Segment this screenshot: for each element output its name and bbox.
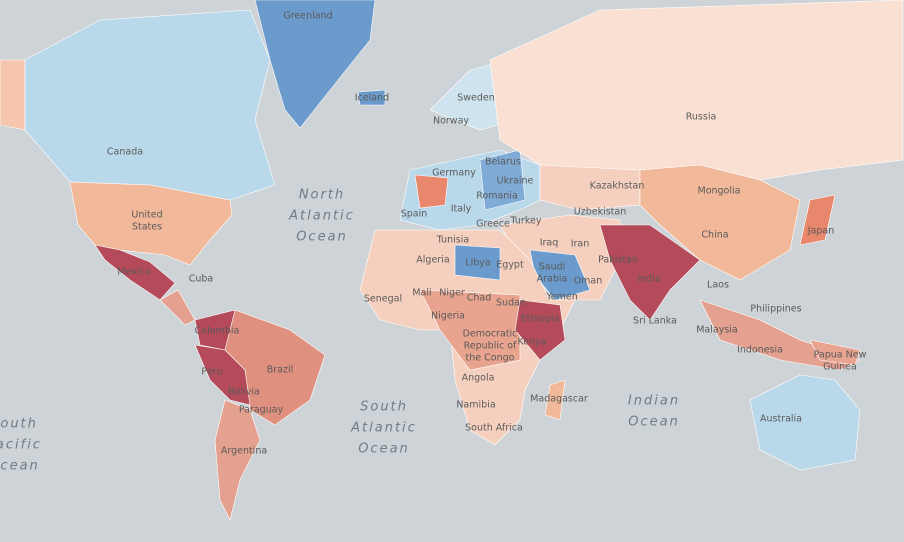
country-label: Australia — [760, 414, 802, 425]
country-label: Romania — [476, 191, 518, 202]
country-label: Iran — [571, 239, 590, 250]
country-label: Belarus — [485, 157, 521, 168]
japan — [799, 194, 836, 246]
iceland — [357, 89, 386, 106]
country-label: Malaysia — [696, 325, 738, 336]
country-label: Ethiopia — [521, 314, 560, 325]
india-pakistan — [599, 224, 701, 321]
ocean-label: Atlantic — [350, 421, 417, 436]
country-label: Senegal — [364, 294, 402, 305]
madagascar — [544, 379, 566, 421]
china — [639, 164, 801, 281]
country-label: Republic of — [464, 341, 517, 352]
country-label: Spain — [401, 209, 428, 220]
central-asia — [539, 164, 641, 211]
country-label: India — [637, 274, 660, 285]
australia — [749, 374, 861, 471]
alaska — [0, 59, 26, 131]
country-label: Tunisia — [436, 235, 469, 246]
country-label: Laos — [707, 280, 729, 291]
country-label: Uzbekistan — [574, 207, 626, 218]
country-label: Democratic — [463, 329, 518, 340]
ocean-label: Ocean — [358, 442, 410, 457]
ocean-label: South — [360, 400, 408, 415]
country-label: Yemen — [545, 292, 578, 303]
country-label: Iraq — [540, 238, 559, 249]
country-label: Greenland — [283, 11, 332, 22]
country-label: Japan — [807, 226, 835, 237]
ocean-label: South — [0, 417, 38, 432]
ocean-label: Ocean — [628, 415, 680, 430]
united-states — [69, 181, 233, 266]
country-label: United — [131, 210, 162, 221]
argentina — [214, 399, 261, 521]
country-label: Papua New — [814, 350, 867, 361]
france — [414, 174, 449, 209]
greenland — [254, 0, 376, 129]
country-label: Russia — [686, 112, 717, 123]
country-label: Greece — [476, 219, 510, 230]
country-label: Kazakhstan — [590, 181, 645, 192]
country-label: the Congo — [466, 353, 515, 364]
ocean-label: Atlantic — [288, 209, 355, 224]
country-label: Argentina — [221, 446, 267, 457]
country-label: Philippines — [750, 304, 801, 315]
central-africa — [419, 289, 521, 371]
country-label: Norway — [433, 116, 469, 127]
peru-bolivia — [194, 344, 251, 406]
country-label: Paraguay — [239, 405, 284, 416]
country-label: Mexico — [117, 267, 150, 278]
country-label: Germany — [432, 168, 476, 179]
country-label: Bolivia — [228, 387, 260, 398]
country-label: Egypt — [496, 260, 524, 271]
canada — [24, 9, 276, 201]
country-label: Cuba — [189, 274, 214, 285]
country-label: Pakistan — [598, 255, 638, 266]
country-label: Indonesia — [737, 345, 783, 356]
labels-layer: Greenland Iceland Sweden Norway Russia Canada… — [0, 11, 867, 474]
country-label: Brazil — [267, 365, 294, 376]
ocean-label: Ocean — [296, 230, 348, 245]
country-label: Iceland — [355, 93, 389, 104]
country-label: Turkey — [510, 216, 542, 227]
eastern-europe — [479, 149, 526, 211]
country-label: Italy — [451, 204, 472, 215]
ocean-label: Indian — [628, 394, 680, 409]
country-label: Peru — [201, 367, 222, 378]
mexico — [94, 244, 176, 301]
country-label: Nigeria — [431, 311, 465, 322]
country-label: Sri Lanka — [633, 316, 677, 327]
country-label: Niger — [439, 288, 465, 299]
country-label: Ukraine — [497, 176, 534, 187]
country-label: Angola — [462, 373, 495, 384]
country-label: Algeria — [416, 255, 449, 266]
ocean-label: Pacific — [0, 438, 42, 453]
country-label: Mali — [412, 288, 431, 299]
country-label: Namibia — [456, 400, 495, 411]
country-label: Sweden — [457, 93, 495, 104]
country-label: Sudan — [496, 298, 526, 309]
country-label: Guinea — [823, 362, 857, 373]
new-guinea — [809, 339, 861, 366]
libya — [454, 244, 501, 281]
country-label: Libya — [465, 258, 490, 269]
country-label: Saudi — [539, 262, 566, 273]
country-label: Kenya — [517, 337, 546, 348]
country-label: Colombia — [195, 326, 240, 337]
country-label: Arabia — [537, 274, 568, 285]
country-label: Canada — [107, 147, 143, 158]
country-label: Oman — [574, 276, 603, 287]
country-label: Mongolia — [698, 186, 741, 197]
country-label: Madagascar — [530, 394, 588, 405]
country-label: South Africa — [465, 423, 523, 434]
country-label: States — [132, 222, 162, 233]
ocean-label: North — [299, 188, 345, 203]
ethiopia-kenya — [514, 299, 566, 361]
ocean-label: Ocean — [0, 459, 40, 474]
country-label: Chad — [467, 293, 492, 304]
countries-layer — [0, 0, 904, 521]
country-label: China — [701, 230, 728, 241]
